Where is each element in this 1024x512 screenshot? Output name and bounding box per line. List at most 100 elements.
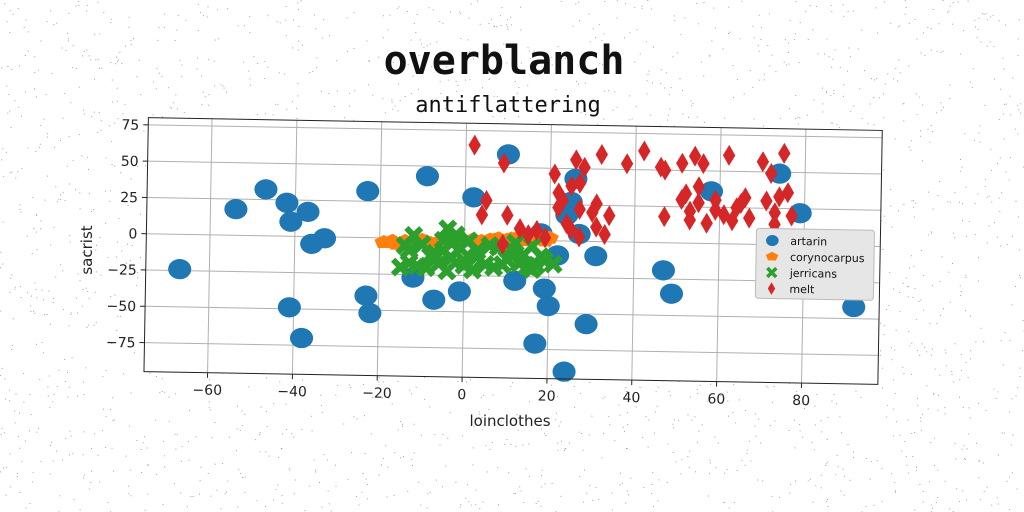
y-tick-label: −25 bbox=[107, 262, 137, 279]
melt-point bbox=[620, 153, 634, 175]
legend-item-jerricans: jerricans bbox=[766, 266, 837, 281]
melt-point bbox=[658, 206, 671, 228]
chart-title: overblanch bbox=[384, 38, 625, 84]
artarin-point bbox=[415, 166, 439, 187]
melt-point bbox=[683, 209, 696, 231]
artarin-point bbox=[279, 211, 303, 232]
melt-point bbox=[513, 218, 527, 240]
legend-marker bbox=[765, 251, 779, 261]
x-grid-line bbox=[716, 127, 722, 382]
chart-subtitle: antiflattering bbox=[415, 93, 600, 118]
melt-point bbox=[501, 204, 514, 226]
melt-point bbox=[658, 159, 672, 181]
melt-point bbox=[548, 163, 561, 185]
legend-marker bbox=[766, 266, 778, 279]
artarin-point bbox=[532, 278, 556, 299]
melt-point bbox=[760, 190, 773, 212]
artarin-point bbox=[462, 187, 486, 208]
melt-point bbox=[709, 199, 722, 221]
jerricans-point bbox=[438, 219, 458, 239]
melt-point bbox=[468, 134, 481, 156]
x-tick-label: 40 bbox=[622, 390, 640, 406]
melt-point bbox=[578, 156, 591, 178]
melt-point bbox=[572, 226, 586, 248]
melt-point bbox=[688, 145, 702, 167]
plot-border bbox=[143, 117, 883, 385]
y-tick-label: −75 bbox=[106, 335, 136, 352]
data-marks bbox=[168, 134, 866, 382]
artarin-point bbox=[659, 283, 684, 304]
legend-item-artarin: artarin bbox=[766, 235, 827, 248]
melt-point bbox=[573, 198, 586, 220]
melt-point bbox=[603, 205, 616, 227]
artarin-point bbox=[356, 181, 380, 202]
melt-point bbox=[564, 219, 578, 241]
jerricans-point bbox=[424, 243, 445, 263]
x-tick-label: −20 bbox=[362, 385, 392, 402]
x-tick-label: −60 bbox=[192, 382, 222, 399]
melt-point bbox=[496, 233, 509, 255]
artarin-point bbox=[168, 259, 192, 280]
x-tick-label: 20 bbox=[538, 388, 556, 404]
artarin-point bbox=[358, 302, 382, 324]
melt-point bbox=[570, 149, 583, 171]
artarin-point bbox=[290, 327, 314, 349]
melt-point bbox=[692, 176, 706, 198]
corynocarpus-point bbox=[383, 233, 402, 247]
melt-point bbox=[560, 213, 573, 235]
melt-point bbox=[590, 193, 603, 215]
melt-point bbox=[756, 151, 770, 173]
jerricans-point bbox=[454, 255, 474, 275]
legend-item-melt: melt bbox=[767, 282, 815, 296]
y-tick-label: 25 bbox=[120, 190, 138, 206]
artarin-point bbox=[422, 289, 446, 310]
jerricans-point bbox=[543, 254, 563, 274]
melt-point bbox=[692, 192, 705, 214]
artarin-point bbox=[277, 297, 301, 318]
y-tick-label: 50 bbox=[121, 154, 139, 170]
melt-point bbox=[785, 205, 798, 227]
artarin-point bbox=[296, 201, 320, 222]
x-tick-label: 80 bbox=[792, 393, 810, 409]
melt-point bbox=[530, 219, 543, 241]
x-grid-line bbox=[376, 121, 383, 376]
x-axis-label: loinclothes bbox=[469, 412, 550, 430]
artarin-point bbox=[574, 314, 598, 335]
series-melt bbox=[468, 134, 798, 255]
legend-label: melt bbox=[789, 283, 815, 296]
melt-point bbox=[475, 204, 489, 226]
y-tick-label: −50 bbox=[106, 299, 136, 316]
melt-point bbox=[497, 152, 511, 174]
x-axis-ticks: −60 −40 −20 0 20 40 60 80 bbox=[192, 372, 810, 409]
legend-box bbox=[754, 227, 875, 301]
x-grid-line bbox=[631, 126, 637, 381]
melt-point bbox=[598, 224, 611, 246]
artarin-point bbox=[275, 192, 299, 213]
artarin-point bbox=[523, 333, 547, 354]
melt-point bbox=[480, 189, 493, 211]
melt-point bbox=[679, 183, 693, 205]
artarin-point bbox=[312, 228, 337, 249]
artarin-point bbox=[536, 295, 560, 317]
artarin-point bbox=[552, 361, 576, 382]
melt-point bbox=[552, 182, 565, 204]
melt-point bbox=[590, 216, 603, 238]
y-grid-line bbox=[145, 305, 879, 320]
artarin-point bbox=[224, 199, 248, 220]
artarin-point bbox=[354, 285, 378, 306]
melt-point bbox=[717, 204, 730, 226]
y-grid-line bbox=[148, 124, 883, 139]
legend: artarin corynocarpus jerricans melt bbox=[754, 227, 875, 301]
y-grid-line bbox=[146, 196, 881, 211]
plot-area: −60 −40 −20 0 20 40 60 80 75 50 25 0 −25 −50 −75 arta… bbox=[106, 117, 883, 409]
x-grid-line bbox=[207, 118, 213, 373]
artarin-point bbox=[651, 260, 675, 281]
y-grid-line bbox=[144, 342, 879, 356]
legend-item-corynocarpus: corynocarpus bbox=[765, 251, 865, 265]
melt-point bbox=[768, 202, 781, 224]
jerricans-point bbox=[407, 256, 427, 276]
x-tick-label: 0 bbox=[457, 387, 466, 403]
melt-point bbox=[700, 212, 713, 234]
